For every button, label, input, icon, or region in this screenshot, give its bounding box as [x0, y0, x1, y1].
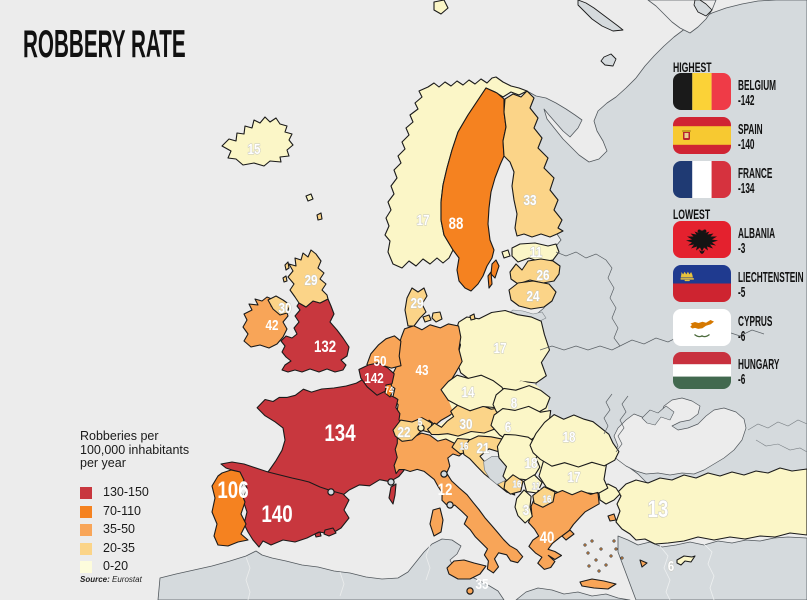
svg-text:12: 12 [438, 481, 453, 500]
svg-text:24: 24 [526, 288, 539, 305]
svg-text:16: 16 [513, 478, 522, 489]
svg-text:33: 33 [523, 192, 536, 209]
svg-text:17: 17 [567, 469, 580, 486]
svg-text:50: 50 [373, 353, 386, 370]
svg-text:35: 35 [475, 576, 488, 593]
svg-text:6: 6 [668, 558, 675, 575]
svg-text:134: 134 [324, 420, 355, 447]
svg-text:17: 17 [416, 212, 429, 229]
svg-text:26: 26 [536, 267, 549, 284]
svg-text:30: 30 [278, 300, 291, 317]
svg-text:14: 14 [461, 384, 474, 401]
svg-text:15: 15 [247, 141, 260, 158]
svg-text:3: 3 [523, 502, 530, 519]
svg-text:16: 16 [460, 440, 469, 451]
svg-text:88: 88 [449, 215, 464, 234]
svg-text:21: 21 [476, 440, 489, 457]
svg-text:40: 40 [540, 529, 555, 548]
svg-text:11: 11 [530, 244, 543, 261]
svg-text:74: 74 [385, 384, 394, 395]
svg-text:18: 18 [524, 455, 537, 472]
svg-text:6: 6 [505, 419, 512, 436]
svg-text:29: 29 [410, 295, 423, 312]
svg-text:11: 11 [532, 480, 540, 491]
svg-text:13: 13 [648, 496, 669, 523]
svg-text:5: 5 [418, 416, 422, 427]
svg-text:22: 22 [397, 424, 410, 441]
svg-text:8: 8 [511, 395, 518, 412]
svg-text:140: 140 [261, 501, 292, 528]
svg-text:42: 42 [265, 317, 278, 334]
svg-text:16: 16 [543, 493, 552, 504]
svg-text:29: 29 [304, 272, 317, 289]
svg-text:17: 17 [493, 340, 506, 357]
svg-text:142: 142 [364, 370, 384, 387]
svg-text:18: 18 [562, 429, 575, 446]
svg-text:30: 30 [459, 416, 472, 433]
svg-text:132: 132 [314, 338, 336, 357]
svg-text:106: 106 [217, 477, 248, 504]
svg-text:43: 43 [415, 362, 428, 379]
